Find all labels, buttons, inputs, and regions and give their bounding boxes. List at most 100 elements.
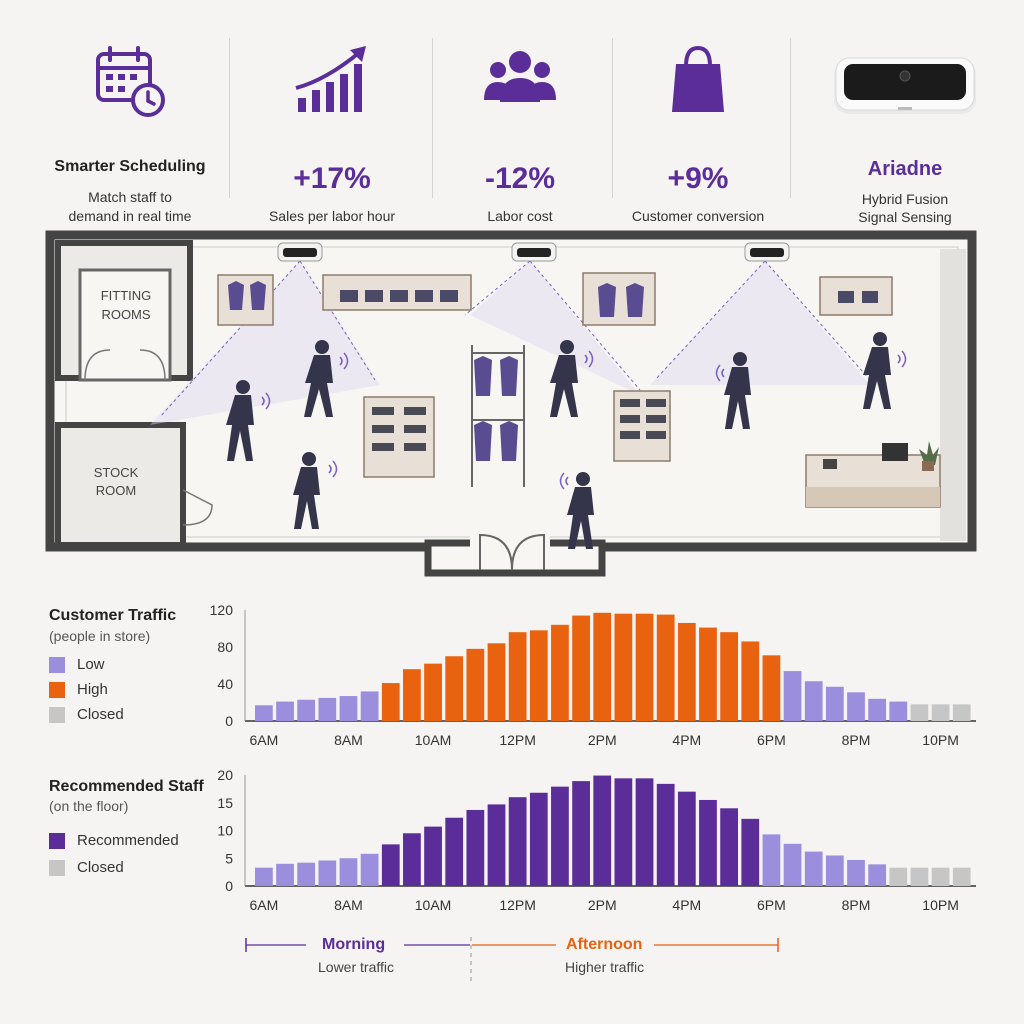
x-tick-label: 8PM	[842, 732, 871, 748]
x-tick-label: 10AM	[415, 732, 452, 748]
legend-staff-closed-label: Closed	[77, 859, 124, 876]
kpi-scheduling-line2: demand in real time	[68, 208, 192, 224]
bar	[360, 853, 379, 886]
bar	[487, 643, 506, 721]
checkout-counter	[805, 441, 941, 508]
staff-title: Recommended Staff	[49, 778, 204, 795]
bar	[931, 704, 950, 721]
fitting-rooms	[55, 240, 193, 382]
y-tick-label: 0	[225, 878, 233, 894]
bar	[445, 656, 464, 721]
y-tick-label: 20	[217, 767, 233, 783]
bar	[720, 808, 738, 886]
wall-shelves	[217, 272, 893, 326]
bar	[847, 859, 865, 886]
x-tick-label: 2PM	[588, 732, 617, 748]
bar	[889, 701, 908, 721]
y-tick-label: 40	[217, 676, 233, 692]
y-tick-label: 10	[217, 823, 233, 839]
kpi-labor-label: Labor cost	[487, 208, 553, 224]
x-tick-label: 6AM	[249, 897, 278, 913]
bar	[360, 691, 379, 721]
bar	[635, 778, 654, 886]
bar	[318, 860, 337, 886]
bar	[508, 632, 527, 721]
bar	[508, 797, 527, 886]
legend-closed-label: Closed	[77, 706, 124, 723]
kpi-sales-label: Sales per labor hour	[268, 208, 396, 224]
x-tick-label: 8PM	[842, 897, 871, 913]
y-tick-label: 80	[217, 639, 233, 655]
y-tick-label: 5	[225, 850, 233, 866]
bar	[297, 862, 316, 886]
x-tick-label: 6AM	[249, 732, 278, 748]
kpi-labor-value: -12%	[484, 162, 556, 195]
bar	[804, 851, 823, 886]
bar	[614, 778, 633, 886]
bar	[466, 809, 485, 886]
legend-recommended: Recommended	[49, 832, 179, 849]
x-tick-label: 8AM	[334, 897, 363, 913]
bar	[699, 799, 717, 886]
bar	[699, 627, 717, 721]
bar	[381, 683, 400, 721]
x-tick-label: 8AM	[334, 732, 363, 748]
kpi-device-line1: Hybrid Fusion	[861, 191, 949, 207]
legend-swatch	[49, 832, 65, 849]
bar	[276, 701, 294, 721]
kpi-sales: +17% Sales per labor hour	[232, 30, 432, 224]
staff-chart: 0 5 10 15 20 6AM 8AM 10AM 12PM 2PM 4PM 6PM 8PM 10PM	[217, 767, 976, 913]
bar	[614, 613, 633, 721]
clothing-rack	[471, 345, 525, 487]
store-floor-plan: FITTING ROOMS STOCK ROOM	[45, 230, 977, 577]
y-tick-label: 120	[210, 602, 234, 618]
traffic-chart: 0 40 80 120 6AM 8AM 10AM 12PM 2PM 4PM 6PM 8PM 10PM	[210, 602, 976, 748]
bar	[551, 786, 569, 886]
bar	[403, 833, 421, 886]
legend-low: Low	[49, 656, 105, 673]
x-tick-label: 4PM	[672, 897, 701, 913]
bar	[952, 704, 971, 721]
bar	[741, 641, 760, 721]
divider	[432, 38, 433, 198]
kpi-conversion-label: Customer conversion	[631, 208, 765, 224]
bar	[741, 818, 760, 886]
bar	[297, 699, 316, 721]
bar	[762, 655, 781, 721]
kpi-device-name: Ariadne	[867, 158, 943, 180]
traffic-title: Customer Traffic	[49, 607, 177, 624]
fitting-rooms-label-1: FITTING	[101, 288, 152, 303]
bar	[910, 867, 929, 886]
legend-swatch	[49, 706, 65, 723]
bar	[487, 804, 506, 886]
bar	[593, 775, 612, 886]
legend-staff-closed: Closed	[49, 859, 124, 876]
stock-room-label-1: STOCK	[94, 465, 139, 480]
bar	[910, 704, 929, 721]
bar	[255, 867, 273, 886]
bar	[635, 613, 654, 721]
ceiling-sensors	[277, 242, 790, 262]
bar	[868, 864, 887, 886]
divider	[229, 38, 230, 198]
bar	[804, 681, 823, 721]
bar	[656, 783, 675, 886]
bar	[952, 867, 971, 886]
x-tick-label: 12PM	[499, 897, 536, 913]
bar	[339, 696, 358, 721]
bar	[255, 705, 273, 721]
period-morning-sub: Lower traffic	[318, 959, 394, 975]
legend-high: High	[49, 681, 108, 698]
x-tick-label: 10AM	[415, 897, 452, 913]
bar	[847, 692, 865, 721]
period-afternoon: Afternoon	[566, 936, 643, 953]
bar	[868, 698, 887, 721]
bar	[572, 781, 590, 886]
kpi-row: Smarter Scheduling Match staff to demand…	[0, 0, 1024, 225]
bar	[593, 612, 612, 721]
divider	[612, 38, 613, 198]
bar	[276, 863, 294, 886]
bar	[656, 614, 675, 721]
legend-low-label: Low	[77, 656, 105, 673]
stock-room	[55, 422, 213, 548]
